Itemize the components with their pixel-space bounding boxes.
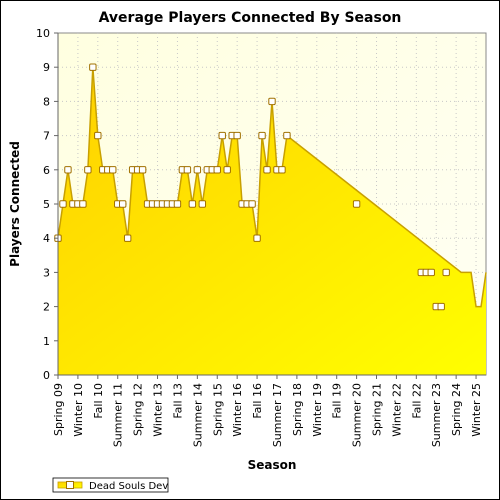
- y-tick-label: 0: [43, 369, 50, 382]
- data-point-marker: [213, 166, 221, 174]
- chart-title: Average Players Connected By Season: [99, 10, 402, 26]
- x-tick-label: Summer 14: [191, 383, 204, 447]
- x-tick-label: Winter 22: [390, 383, 403, 437]
- x-tick-label: Summer 17: [271, 383, 284, 447]
- data-point-marker: [94, 131, 102, 140]
- x-tick-label: Fall 19: [331, 383, 344, 419]
- data-point-marker: [268, 97, 276, 106]
- data-point-marker: [248, 200, 256, 208]
- y-tick-label: 7: [43, 130, 50, 143]
- y-tick-label: 9: [43, 61, 50, 74]
- x-tick-label: Summer 11: [112, 383, 125, 447]
- data-point-marker: [173, 200, 182, 208]
- data-point-marker: [123, 234, 132, 242]
- y-tick-label: 5: [43, 198, 50, 211]
- data-point-marker: [183, 166, 192, 174]
- y-tick-label: 8: [43, 95, 50, 108]
- x-tick-label: Winter 13: [152, 383, 165, 437]
- data-point-marker: [59, 200, 67, 208]
- data-point-marker: [64, 166, 72, 174]
- x-tick-label: Winter 19: [311, 383, 324, 437]
- x-tick-label: Spring 09: [52, 383, 65, 436]
- y-tick-label: 10: [36, 27, 50, 40]
- x-tick-label: Spring 18: [291, 383, 304, 436]
- x-tick-label: Summer 20: [351, 383, 364, 447]
- series-area: [58, 67, 486, 375]
- x-tick-label: Fall 22: [410, 383, 423, 419]
- data-point-marker: [437, 302, 445, 311]
- y-tick-label: 6: [43, 164, 50, 177]
- data-point-marker: [223, 166, 231, 174]
- x-tick-label: Fall 16: [251, 383, 264, 419]
- x-tick-label: Winter 25: [470, 383, 483, 437]
- x-tick-label: Winter 10: [72, 383, 85, 437]
- x-tick-label: Fall 13: [171, 383, 184, 419]
- x-axis-title: Season: [248, 458, 297, 472]
- y-tick-label: 4: [43, 232, 50, 245]
- x-tick-label: Fall 10: [92, 383, 105, 419]
- data-point-marker: [427, 268, 435, 277]
- x-tick-label: Spring 21: [371, 383, 384, 436]
- data-point-marker: [218, 131, 226, 140]
- data-point-marker: [352, 200, 361, 208]
- legend: Dead Souls Dev: [52, 477, 169, 493]
- data-point-marker: [188, 200, 197, 208]
- data-point-marker: [258, 131, 266, 140]
- data-point-marker: [233, 131, 241, 140]
- data-point-marker: [79, 200, 87, 208]
- x-tick-label: Winter 16: [231, 383, 244, 437]
- y-tick-label: 2: [43, 301, 50, 314]
- x-tick-label: Spring 24: [450, 383, 463, 436]
- data-point-marker: [253, 234, 261, 242]
- data-point-marker: [193, 166, 202, 174]
- data-point-marker: [283, 131, 291, 140]
- data-point-marker: [442, 268, 450, 277]
- y-tick-label: 1: [43, 335, 50, 348]
- x-axis-ticks: Spring 09 Winter 10 Fall 10 Summer 11 Spring…: [52, 375, 483, 447]
- x-tick-label: Summer 23: [430, 383, 443, 447]
- series-markers: [54, 63, 450, 311]
- legend-marker: [66, 481, 74, 489]
- data-point-marker: [263, 166, 271, 174]
- data-point-marker: [118, 200, 127, 208]
- y-axis-title: Players Connected: [8, 141, 22, 267]
- legend-box: [52, 477, 169, 493]
- data-point-marker: [138, 166, 147, 174]
- data-point-marker: [198, 200, 207, 208]
- x-tick-label: Spring 15: [211, 383, 224, 436]
- data-point-marker: [84, 166, 92, 174]
- y-tick-label: 3: [43, 266, 50, 279]
- legend-label: Dead Souls Dev: [89, 481, 168, 492]
- data-point-marker: [89, 63, 97, 71]
- y-axis-ticks: 0 1 2 3 4 5 6 7 8 9 10: [36, 27, 58, 382]
- data-point-marker: [109, 166, 117, 174]
- x-tick-label: Spring 12: [132, 383, 145, 436]
- data-point-marker: [278, 166, 286, 174]
